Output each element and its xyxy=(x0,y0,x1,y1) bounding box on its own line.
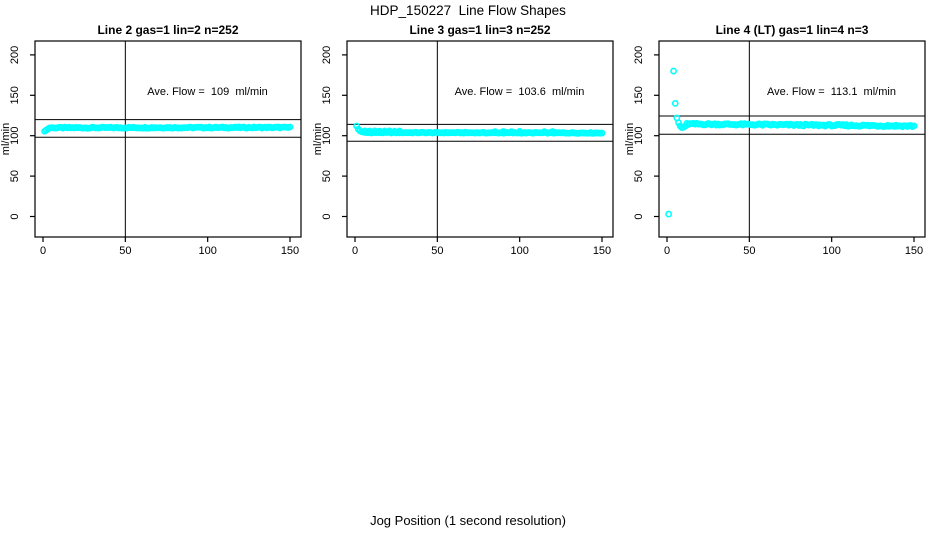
y-tick-label: 150 xyxy=(321,86,333,104)
y-tick-label: 100 xyxy=(9,127,21,145)
x-axis-label: Jog Position (1 second resolution) xyxy=(370,513,566,528)
axis-box xyxy=(658,40,926,238)
subplot-title-line-2: Line 2 gas=1 lin=2 n=252 xyxy=(97,23,239,37)
x-tick-label: 50 xyxy=(431,245,443,257)
scatter-points xyxy=(665,67,918,218)
data-point xyxy=(286,123,294,131)
subplot-title-line-3: Line 3 gas=1 lin=3 n=252 xyxy=(409,23,551,37)
x-tick-label: 0 xyxy=(352,245,358,257)
y-tick-label: 150 xyxy=(9,86,21,104)
plot-area-line-2: 0 50 100 150 0 50 100 150 200 xyxy=(9,40,302,257)
y-tick-label: 0 xyxy=(9,213,21,219)
x-tick-label: 150 xyxy=(281,245,299,257)
axis-box xyxy=(34,40,302,238)
x-tick-label: 100 xyxy=(198,245,216,257)
ave-flow-annotation-line-4: Ave. Flow = 113.1 ml/min xyxy=(767,86,896,98)
x-tick-label: 0 xyxy=(664,245,670,257)
y-tick-label: 100 xyxy=(633,127,645,145)
y-tick-label: 50 xyxy=(633,170,645,182)
x-tick-label: 50 xyxy=(743,245,755,257)
x-tick-label: 50 xyxy=(119,245,131,257)
x-tick-label: 150 xyxy=(593,245,611,257)
axis-box xyxy=(346,40,614,238)
data-point xyxy=(910,122,918,130)
ave-flow-annotation-line-2: Ave. Flow = 109 ml/min xyxy=(147,86,268,98)
x-tick-label: 0 xyxy=(40,245,46,257)
scatter-points xyxy=(353,122,606,137)
scatter-points xyxy=(41,123,294,135)
ave-flow-annotation-line-3: Ave. Flow = 103.6 ml/min xyxy=(454,86,585,98)
y-tick-label: 50 xyxy=(321,170,333,182)
x-tick-label: 100 xyxy=(510,245,528,257)
y-tick-label: 150 xyxy=(633,86,645,104)
subplot-title-line-4: Line 4 (LT) gas=1 lin=4 n=3 xyxy=(715,23,869,37)
data-point xyxy=(670,67,677,75)
x-tick-label: 150 xyxy=(905,245,923,257)
y-tick-label: 0 xyxy=(321,213,333,219)
main-title: HDP_150227 Line Flow Shapes xyxy=(370,3,566,18)
x-tick-label: 100 xyxy=(822,245,840,257)
plot-area-line-3: 0 50 100 150 0 50 100 150 200 xyxy=(321,40,614,257)
y-tick-label: 200 xyxy=(633,46,645,64)
y-tick-label: 200 xyxy=(9,46,21,64)
y-tick-label: 0 xyxy=(633,213,645,219)
data-point xyxy=(598,129,606,137)
y-tick-label: 50 xyxy=(9,170,21,182)
subplot-line-4: Line 4 (LT) gas=1 lin=4 n=3 Ave. Flow = … xyxy=(624,0,936,280)
y-tick-label: 100 xyxy=(321,127,333,145)
data-point xyxy=(665,210,673,218)
data-point xyxy=(671,99,679,107)
subplot-line-3: Line 3 gas=1 lin=3 n=252 Ave. Flow = 103… xyxy=(312,0,624,280)
plot-area-line-4: 0 50 100 150 0 50 100 150 200 xyxy=(633,40,926,257)
y-tick-label: 200 xyxy=(321,46,333,64)
subplot-line-2: Line 2 gas=1 lin=2 n=252 Ave. Flow = 109… xyxy=(0,0,312,280)
